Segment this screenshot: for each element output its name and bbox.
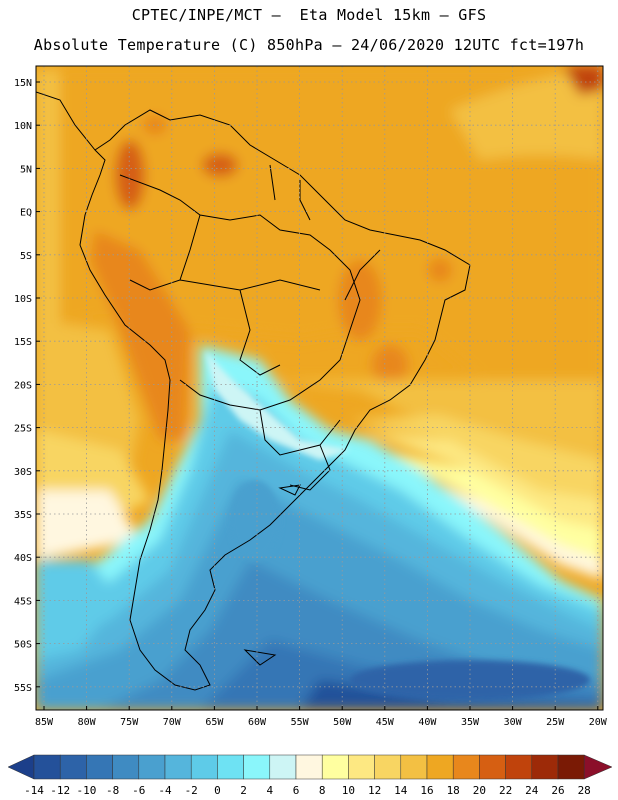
colorbar-label: -10 <box>76 784 96 797</box>
coastline <box>36 91 471 691</box>
colorbar-label: -6 <box>132 784 145 797</box>
colorbar-swatch <box>374 754 402 780</box>
colorbar-label: -12 <box>50 784 70 797</box>
colorbar-swatch <box>138 754 166 780</box>
colorbar-labels: -14 -12 -10 -8 -6 -4 -2 0 2 4 6 8 10 12 14 16 18 20 22 24 26… <box>24 784 591 797</box>
lon-label: 40W <box>418 717 437 728</box>
colorbar-label: -2 <box>185 784 198 797</box>
colorbar-min-arrow <box>7 754 35 780</box>
lat-label: 35S <box>14 510 32 521</box>
lon-label: 60W <box>248 717 267 728</box>
lat-label: 15N <box>14 78 32 89</box>
colorbar-label: 0 <box>214 784 221 797</box>
colorbar-swatch <box>452 754 480 780</box>
longitude-labels: 85W 80W 75W 70W 65W 60W 55W 50W 45W 40W 35W 30W 25W 2… <box>35 706 608 728</box>
map-subtitle: Absolute Temperature (C) 850hPa – 24/06/… <box>33 36 585 54</box>
colorbar-label: 22 <box>499 784 512 797</box>
map-frame <box>35 65 604 711</box>
colorbar-label: -8 <box>106 784 119 797</box>
lon-label: 85W <box>35 717 54 728</box>
lon-label: 65W <box>205 717 224 728</box>
lat-label: 10S <box>14 294 32 305</box>
colorbar-max-arrow <box>583 754 613 780</box>
colorbar-label: 28 <box>578 784 591 797</box>
colorbar-swatch <box>531 754 559 780</box>
colorbar-label: 24 <box>525 784 539 797</box>
colorbar-label: 6 <box>293 784 300 797</box>
lat-label: 5S <box>20 251 32 262</box>
lon-label: 75W <box>120 717 139 728</box>
temperature-field <box>36 66 603 710</box>
colorbar-swatch <box>217 754 244 780</box>
colorbar-swatch <box>348 754 375 780</box>
colorbar-label: -4 <box>158 784 172 797</box>
lat-label: 5N <box>20 164 32 175</box>
colorbar-swatch <box>295 754 323 780</box>
colorbar-swatch <box>33 754 61 780</box>
colorbar-label: 8 <box>319 784 326 797</box>
lon-label: 30W <box>504 717 523 728</box>
colorbar-swatch <box>505 754 533 780</box>
colorbar-swatch <box>59 754 87 780</box>
latitude-labels: 15N 10N 5N EQ 5S 10S 15S 20S 25S 30S 35S 40S 45S 50S 5… <box>14 78 40 694</box>
lon-label: 80W <box>78 717 97 728</box>
lat-label: 50S <box>14 640 32 651</box>
map-title: CPTEC/INPE/MCT – Eta Model 15km – GFS <box>131 6 487 24</box>
colorbar-label: 26 <box>551 784 564 797</box>
lat-label: 40S <box>14 553 32 564</box>
colorbar-swatch <box>426 754 454 780</box>
colorbar-swatch <box>164 754 192 780</box>
lon-label: 55W <box>291 717 310 728</box>
colorbar-label: 2 <box>240 784 247 797</box>
colorbar-swatch <box>190 754 218 780</box>
colorbar-label: 16 <box>420 784 433 797</box>
colorbar-swatch <box>557 754 585 780</box>
colorbar-swatch <box>269 754 297 780</box>
colorbar-swatch <box>243 754 271 780</box>
lon-label: 70W <box>163 717 182 728</box>
lon-label: 20W <box>589 717 608 728</box>
lat-label: 30S <box>14 467 32 478</box>
lat-label: 20S <box>14 380 32 391</box>
colorbar-label: 18 <box>447 784 460 797</box>
lat-label: 15S <box>14 337 32 348</box>
colorbar-swatch <box>479 754 506 780</box>
lon-label: 25W <box>546 717 565 728</box>
lat-label: 10N <box>14 121 32 132</box>
colorbar-label: 14 <box>394 784 408 797</box>
lon-label: 50W <box>333 717 352 728</box>
lat-label: 55S <box>14 683 32 694</box>
lon-label: 45W <box>376 717 395 728</box>
colorbar-swatch <box>86 754 113 780</box>
colorbar-swatch <box>321 754 349 780</box>
lat-label: 25S <box>14 424 32 435</box>
colorbar-label: 10 <box>342 784 355 797</box>
lon-label: 35W <box>461 717 480 728</box>
colorbar-swatch <box>400 754 428 780</box>
lat-label: EQ <box>20 208 32 219</box>
graticule <box>36 66 603 710</box>
colorbar-swatch <box>112 754 140 780</box>
colorbar-label: 12 <box>368 784 381 797</box>
colorbar-label: 20 <box>473 784 486 797</box>
lat-label: 45S <box>14 596 32 607</box>
colorbar-label: 4 <box>266 784 273 797</box>
colorbar <box>7 754 613 780</box>
colorbar-label: -14 <box>24 784 44 797</box>
